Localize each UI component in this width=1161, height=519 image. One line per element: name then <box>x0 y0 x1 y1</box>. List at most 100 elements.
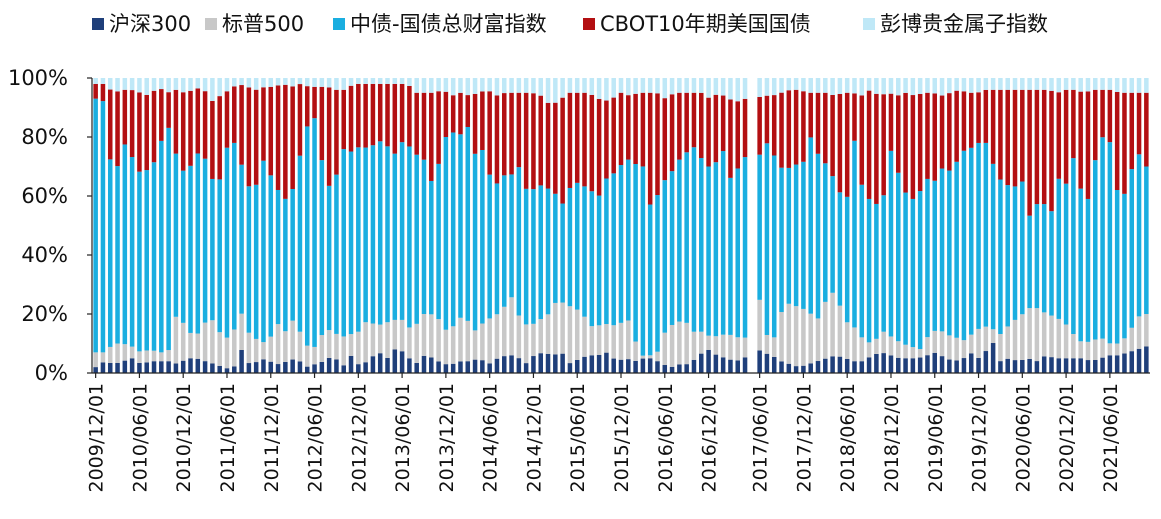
bar-segment <box>100 83 106 102</box>
bar-segment <box>523 78 529 93</box>
bar-segment <box>604 352 609 373</box>
bar-segment <box>771 78 777 96</box>
bar-segment <box>626 159 631 321</box>
bar-segment <box>224 91 230 148</box>
bar-segment <box>341 336 346 366</box>
bar-segment <box>107 78 113 90</box>
bar-segment <box>699 158 704 332</box>
bar-segment <box>691 331 697 360</box>
bar-segment <box>669 171 675 325</box>
legend-swatch <box>92 18 104 30</box>
bar-segment <box>151 350 157 362</box>
bar-segment <box>414 362 419 373</box>
bar-segment <box>304 345 310 367</box>
bar-segment <box>713 94 719 163</box>
bar-segment <box>202 158 208 323</box>
bar-segment <box>1093 78 1098 90</box>
bar-segment <box>261 78 266 88</box>
bar-segment <box>180 360 186 373</box>
bar-segment <box>983 351 989 373</box>
bar-segment <box>618 359 624 373</box>
bar-segment <box>1093 160 1098 340</box>
bar-segment <box>633 93 638 165</box>
bar-segment <box>487 91 492 175</box>
bar-segment <box>429 78 434 93</box>
bar-segment <box>188 332 193 359</box>
bar-segment <box>253 78 259 90</box>
bar-segment <box>917 348 923 358</box>
x-tick-label: 2015/12/01 <box>611 383 633 493</box>
bar-segment <box>509 174 514 298</box>
bar-segment <box>253 362 259 373</box>
y-tick-label: 100% <box>8 66 68 90</box>
bar-segment <box>545 188 551 315</box>
bar-segment <box>1063 324 1069 359</box>
bar-segment <box>771 155 777 338</box>
bar-segment <box>954 337 959 361</box>
bar-segment <box>450 132 456 327</box>
bar-segment <box>947 78 952 94</box>
bar-segment <box>567 363 573 373</box>
x-tick-label: 2018/06/01 <box>837 383 859 493</box>
bar-segment <box>290 188 295 321</box>
bar-segment <box>830 176 835 293</box>
bar-segment <box>1063 358 1069 373</box>
bar-segment <box>370 78 376 84</box>
bar-segment <box>1027 215 1032 309</box>
bar-segment <box>611 358 616 373</box>
bar-segment <box>830 292 835 357</box>
bar-segment <box>1144 166 1149 314</box>
bar-segment <box>990 78 996 90</box>
bar-segment <box>582 92 587 187</box>
bar-segment <box>115 78 120 92</box>
bar-segment <box>188 165 193 333</box>
legend-label: 沪深300 <box>109 12 191 36</box>
bar-segment <box>312 346 317 365</box>
x-tick-label: 2016/06/01 <box>655 383 677 493</box>
bar-segment <box>990 329 996 344</box>
bar-segment <box>1078 188 1083 342</box>
bar-segment <box>662 365 668 373</box>
bar-segment <box>618 165 624 323</box>
bar-segment <box>1034 308 1040 362</box>
bar-segment <box>990 163 996 330</box>
bar-segment <box>881 78 886 95</box>
bar-segment <box>304 126 310 346</box>
bar-segment <box>1020 181 1025 315</box>
bar-segment <box>129 346 135 359</box>
bar-segment <box>866 90 872 199</box>
bar-segment <box>1041 89 1047 205</box>
bar-segment <box>793 366 799 373</box>
bar-segment <box>100 78 106 84</box>
bar-segment <box>538 95 543 186</box>
bar-segment <box>261 342 266 360</box>
bar-segment <box>720 151 726 335</box>
bar-segment <box>312 118 317 347</box>
bar-segment <box>385 322 390 358</box>
bar-segment <box>297 155 303 332</box>
bar-segment <box>1093 339 1098 360</box>
bar-segment <box>239 349 244 373</box>
bar-segment <box>677 78 682 93</box>
bar-segment <box>699 78 704 93</box>
bar-segment <box>239 78 244 86</box>
bar-segment <box>166 350 171 362</box>
bar-segment <box>1107 142 1113 344</box>
bar-segment <box>421 314 427 356</box>
bar-segment <box>1114 343 1120 356</box>
bar-segment <box>443 329 449 365</box>
bar-segment <box>1129 351 1135 373</box>
bar-segment <box>1100 357 1105 373</box>
bar-segment <box>801 161 806 309</box>
bar-segment <box>815 78 821 93</box>
bar-segment <box>516 92 522 168</box>
bar-segment <box>407 146 412 328</box>
bar-segment <box>494 314 500 359</box>
bar-segment <box>844 322 850 360</box>
bar-segment <box>1063 89 1069 184</box>
bar-segment <box>421 78 427 93</box>
bar-segment <box>129 358 135 373</box>
bar-segment <box>151 162 157 351</box>
bar-segment <box>618 322 624 360</box>
bar-segment <box>896 341 901 358</box>
